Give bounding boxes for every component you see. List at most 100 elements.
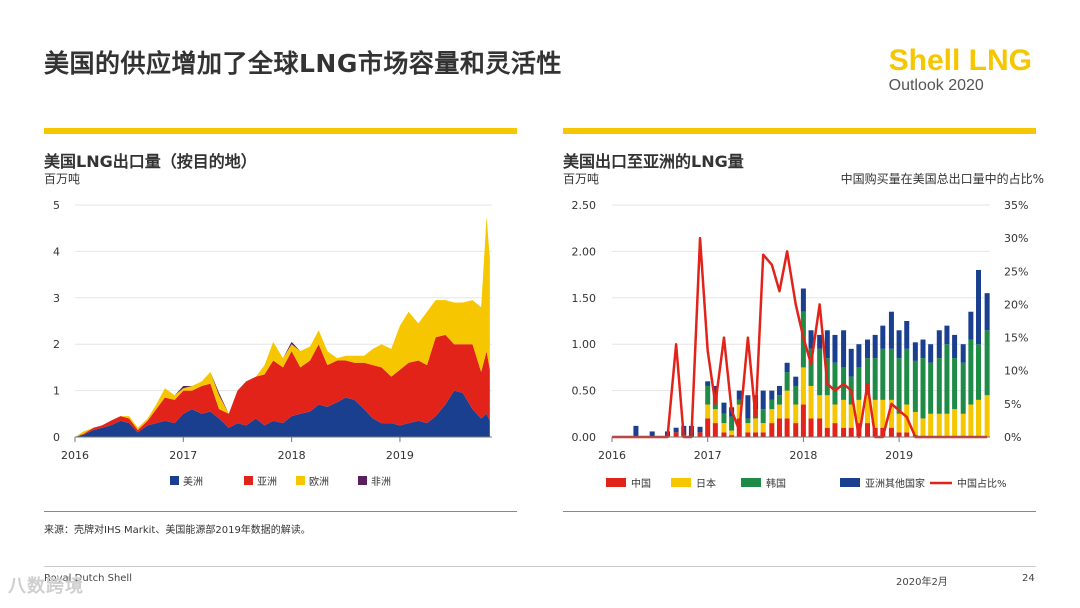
- bar-segment-series-4: [800, 288, 806, 312]
- bar-segment-series-2: [856, 399, 862, 424]
- bar-segment-series-1: [705, 418, 711, 437]
- bar-segment-series-1: [841, 427, 847, 437]
- watermark: 八数跨境: [8, 576, 84, 597]
- bar-segment-series-4: [649, 431, 655, 437]
- right-y-tick-label: 0.00: [572, 431, 597, 444]
- bar-segment-series-1: [800, 404, 806, 437]
- bar-segment-series-4: [784, 362, 790, 373]
- bar-segment-series-1: [793, 423, 799, 437]
- bar-segment-series-1: [712, 423, 718, 437]
- bar-segment-series-2: [705, 404, 711, 419]
- bar-segment-series-3: [729, 416, 735, 431]
- area-series-3: [75, 216, 490, 437]
- bar-segment-series-2: [872, 399, 878, 428]
- bar-segment-series-4: [705, 381, 711, 386]
- brand-logo: Shell LNG Outlook 2020: [889, 46, 1032, 95]
- bar-segment-series-1: [904, 432, 910, 437]
- bar-segment-series-2: [912, 411, 918, 436]
- bar-segment-series-2: [944, 413, 950, 437]
- left-chart-unit: 百万吨: [44, 172, 81, 186]
- bar-segment-series-3: [920, 358, 926, 419]
- bar-segment-series-1: [760, 432, 766, 437]
- bar-segment-series-2: [712, 409, 718, 424]
- source-note: 来源：壳牌对IHS Markit、美国能源部2019年数据的解读。: [44, 525, 311, 536]
- left-bottom-rule: [44, 511, 517, 512]
- right-y2-tick-label: 15%: [1004, 332, 1028, 345]
- bar-segment-series-4: [736, 390, 742, 400]
- left-legend-swatch: [296, 476, 305, 485]
- bar-segment-series-4: [920, 339, 926, 359]
- right-y2-tick-label: 30%: [1004, 232, 1028, 245]
- bar-segment-series-4: [824, 330, 830, 359]
- bar-segment-series-4: [960, 344, 966, 363]
- bar-segment-series-2: [784, 390, 790, 419]
- bar-segment-series-3: [721, 413, 727, 424]
- bar-segment-series-3: [769, 399, 775, 410]
- bar-segment-series-3: [912, 360, 918, 412]
- left-legend-swatch: [170, 476, 179, 485]
- left-x-tick-label: 2016: [61, 449, 89, 462]
- bar-segment-series-2: [960, 413, 966, 437]
- right-legend-label: 中国: [631, 477, 651, 490]
- bar-segment-series-3: [793, 385, 799, 405]
- brand-subtitle: Outlook 2020: [888, 77, 984, 94]
- bar-segment-series-2: [729, 430, 735, 436]
- bar-segment-series-4: [952, 334, 958, 359]
- bar-segment-series-4: [912, 342, 918, 361]
- right-bottom-rule: [563, 511, 1036, 512]
- bar-segment-series-2: [824, 395, 830, 428]
- bar-segment-series-4: [633, 425, 639, 437]
- footer-date: 2020年2月: [896, 577, 948, 588]
- right-legend-swatch: [671, 478, 691, 487]
- right-legend-label: 亚洲其他国家: [865, 477, 925, 490]
- bar-segment-series-1: [808, 418, 814, 437]
- bar-segment-series-1: [673, 432, 679, 437]
- bar-segment-series-4: [808, 330, 814, 349]
- bar-segment-series-4: [841, 330, 847, 368]
- right-y2-tick-label: 10%: [1004, 365, 1028, 378]
- bar-segment-series-2: [984, 395, 990, 437]
- right-y-tick-label: 2.00: [572, 245, 597, 258]
- bar-segment-series-1: [729, 435, 735, 437]
- left-x-tick-label: 2018: [278, 449, 306, 462]
- bar-segment-series-3: [960, 362, 966, 414]
- bar-segment-series-3: [880, 348, 886, 400]
- right-y-tick-label: 2.50: [572, 199, 597, 212]
- left-legend-label: 亚洲: [257, 476, 277, 488]
- bar-segment-series-4: [880, 325, 886, 349]
- bar-segment-series-3: [856, 367, 862, 400]
- bar-segment-series-2: [753, 418, 759, 433]
- bar-segment-series-1: [784, 418, 790, 437]
- left-legend-label: 欧洲: [309, 476, 329, 488]
- right-x-tick-label: 2017: [694, 449, 722, 462]
- right-y-tick-label: 1.00: [572, 338, 597, 351]
- bar-segment-series-3: [984, 330, 990, 396]
- bar-segment-series-4: [872, 334, 878, 359]
- bar-segment-series-4: [712, 385, 718, 396]
- bar-segment-series-2: [896, 413, 902, 433]
- bar-segment-series-4: [896, 330, 902, 359]
- bar-segment-series-2: [745, 423, 751, 433]
- bar-segment-series-4: [776, 385, 782, 396]
- bar-segment-series-3: [784, 372, 790, 391]
- bar-segment-series-2: [976, 399, 982, 437]
- footer-divider: [44, 566, 1036, 567]
- right-accent-bar: [563, 128, 1036, 134]
- right-legend-label: 中国占比%: [957, 477, 1007, 490]
- bar-segment-series-1: [832, 423, 838, 437]
- bar-segment-series-1: [753, 432, 759, 437]
- page-title: 美国的供应增加了全球LNG市场容量和灵活性: [44, 49, 562, 78]
- bar-segment-series-1: [745, 432, 751, 437]
- right-y2-tick-label: 0%: [1004, 431, 1021, 444]
- left-legend-label: 非洲: [371, 476, 391, 488]
- bar-segment-series-3: [928, 362, 934, 414]
- bar-segment-series-3: [952, 358, 958, 410]
- right-y2-tick-label: 25%: [1004, 265, 1028, 278]
- right-y2-tick-label: 5%: [1004, 398, 1021, 411]
- bar-segment-series-4: [769, 390, 775, 400]
- left-y-tick-label: 5: [53, 199, 60, 212]
- footer-company: Royal Dutch Shell: [44, 573, 132, 584]
- bar-segment-series-3: [936, 358, 942, 414]
- right-legend-swatch: [741, 478, 761, 487]
- right-x-tick-label: 2018: [789, 449, 817, 462]
